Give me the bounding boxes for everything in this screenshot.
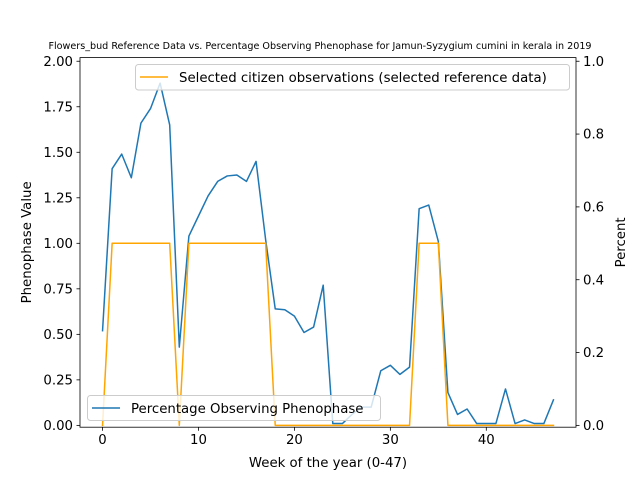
plot-frame (79, 57, 577, 428)
left-axis-legend-label: Percentage Observing Phenophase (131, 402, 363, 417)
right-y-tick-label: 0.2 (583, 346, 604, 361)
x-tick-label: 30 (382, 433, 399, 448)
right-axis-legend-frame (135, 64, 570, 91)
left-y-axis-label: Phenophase Value (20, 181, 35, 303)
right-y-tick-label: 1.0 (583, 55, 604, 70)
x-tick-label: 40 (478, 433, 495, 448)
right-y-axis-ticks: 0.0 0.2 0.4 0.6 0.8 1.0 (576, 55, 604, 434)
right-y-tick-label: 0.8 (583, 128, 604, 143)
x-axis-label: Week of the year (0-47) (249, 456, 407, 471)
left-y-tick-label: 1.50 (43, 146, 73, 161)
left-axis-legend-frame (87, 395, 381, 421)
left-y-tick-label: 0.75 (43, 282, 73, 297)
right-y-axis-label: Percent (614, 217, 629, 267)
series-line-0 (101, 82, 555, 425)
left-y-tick-label: 1.25 (43, 191, 73, 206)
left-y-tick-label: 0.50 (43, 328, 73, 343)
left-y-tick-label: 1.00 (43, 237, 73, 252)
right-axis-legend-label: Selected citizen observations (selected … (179, 71, 547, 86)
left-y-tick-label: 2.00 (43, 55, 73, 70)
right-y-tick-label: 0.0 (583, 419, 604, 434)
right-axis-legend: Selected citizen observations (selected … (135, 64, 570, 91)
x-axis-ticks: 0 10 20 30 40 (98, 427, 495, 448)
left-y-tick-label: 0.25 (43, 373, 73, 388)
left-axis-legend: Percentage Observing Phenophase (87, 395, 381, 421)
right-y-tick-label: 0.4 (583, 273, 604, 288)
left-y-tick-label: 0.00 (43, 419, 73, 434)
x-tick-label: 20 (286, 433, 303, 448)
left-y-axis-ticks: 0.00 0.25 0.50 0.75 1.00 1.25 1.50 1.75 2.00 (43, 55, 80, 434)
left-y-tick-label: 1.75 (43, 100, 73, 115)
x-tick-label: 0 (98, 433, 106, 448)
x-tick-label: 10 (190, 433, 207, 448)
right-y-tick-label: 0.6 (583, 200, 604, 215)
chart-title: Flowers_bud Reference Data vs. Percentag… (48, 41, 591, 52)
